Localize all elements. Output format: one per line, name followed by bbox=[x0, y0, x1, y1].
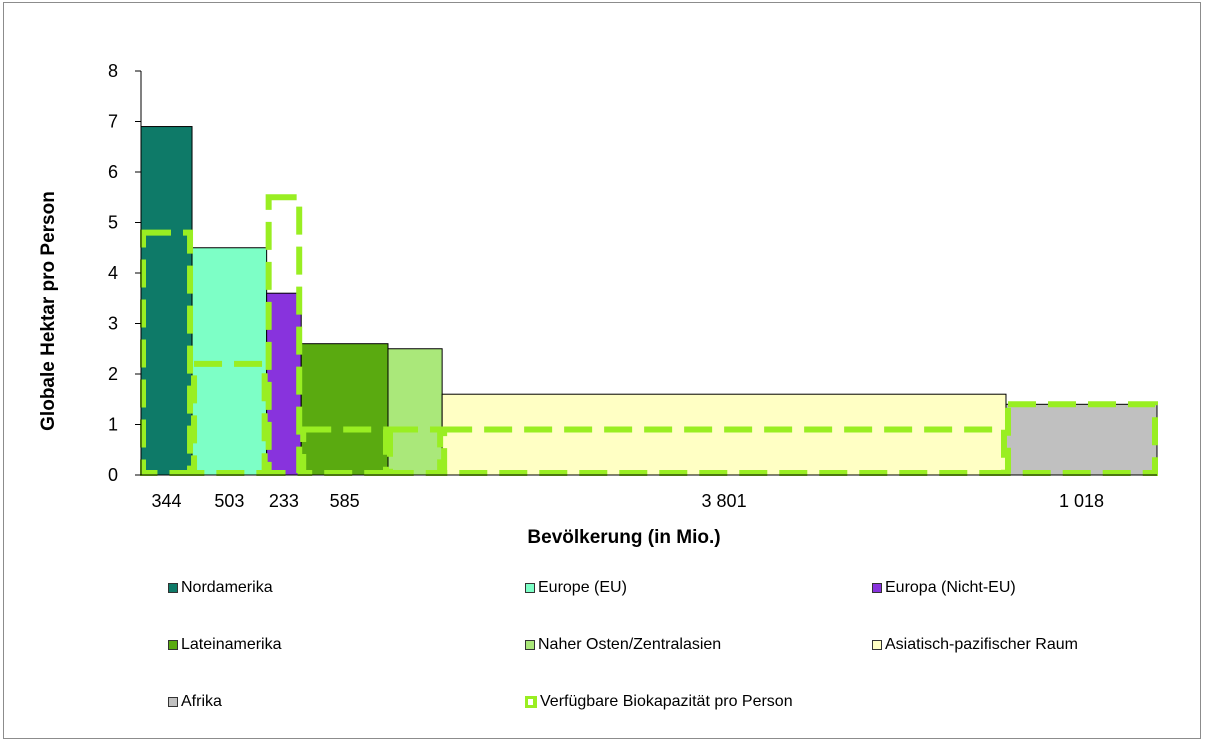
legend-swatch-3 bbox=[168, 640, 178, 650]
legend-item-1: Europe (EU) bbox=[525, 579, 627, 597]
legend-swatch-4 bbox=[525, 640, 535, 650]
biocapacity-box-2 bbox=[265, 194, 303, 476]
legend-item-4: Naher Osten/Zentralasien bbox=[525, 636, 721, 654]
bar-3 bbox=[300, 343, 389, 476]
legend-item-0: Nordamerika bbox=[168, 579, 273, 597]
legend-label-2: Europa (Nicht-EU) bbox=[885, 579, 1016, 596]
legend-swatch-6 bbox=[168, 697, 178, 707]
legend-item-7: Verfügbare Biokapazität pro Person bbox=[525, 693, 793, 711]
bar-4 bbox=[387, 348, 443, 476]
legend-swatch-7 bbox=[525, 696, 537, 708]
y-tick-label-6: 6 bbox=[108, 162, 118, 182]
legend-item-6: Afrika bbox=[168, 693, 222, 711]
legend-label-7: Verfügbare Biokapazität pro Person bbox=[540, 693, 793, 710]
y-tick-label-1: 1 bbox=[108, 415, 118, 435]
biocapacity-box-0 bbox=[140, 229, 194, 476]
legend-label-5: Asiatisch-pazifischer Raum bbox=[885, 636, 1078, 653]
legend-swatch-2 bbox=[872, 583, 882, 593]
legend-swatch-5 bbox=[872, 640, 882, 650]
biocapacity-box-3 bbox=[300, 426, 389, 476]
bar-6 bbox=[1005, 403, 1158, 476]
biocapacity-box-5 bbox=[441, 426, 1007, 476]
y-axis-title: Globale Hektar pro Person bbox=[38, 191, 59, 431]
biocapacity-group bbox=[140, 194, 1158, 476]
legend-label-6: Afrika bbox=[181, 693, 222, 710]
y-tick-label-5: 5 bbox=[108, 213, 118, 233]
biocapacity-box-4 bbox=[386, 426, 444, 476]
chart-svg: 344 503 233 585 3 801 1 018 0 1 2 3 4 5 6 7 8 Bevölker… bbox=[38, 61, 1158, 548]
y-tick-label-7: 7 bbox=[108, 112, 118, 132]
x-tick-label-5: 3 801 bbox=[702, 491, 747, 511]
x-tick-label-2: 233 bbox=[269, 491, 299, 511]
bar-5 bbox=[441, 393, 1007, 476]
legend-label-4: Naher Osten/Zentralasien bbox=[538, 636, 722, 653]
x-tick-label-3: 585 bbox=[330, 491, 360, 511]
chart-frame: 344 503 233 585 3 801 1 018 0 1 2 3 4 5 6 7 8 Bevölker… bbox=[3, 2, 1201, 739]
bars-group bbox=[140, 126, 1158, 476]
y-tick-label-0: 0 bbox=[108, 465, 118, 485]
y-tick-label-8: 8 bbox=[108, 61, 118, 81]
x-tick-label-1: 503 bbox=[214, 491, 244, 511]
legend-label-1: Europe (EU) bbox=[538, 579, 627, 596]
bar-2 bbox=[266, 292, 302, 476]
x-tick-label-6: 1 018 bbox=[1059, 491, 1104, 511]
x-axis-title: Bevölkerung (in Mio.) bbox=[527, 527, 720, 548]
biocapacity-box-6 bbox=[1004, 401, 1158, 476]
legend-label-0: Nordamerika bbox=[181, 579, 273, 596]
y-tick-label-2: 2 bbox=[108, 364, 118, 384]
x-tick-label-0: 344 bbox=[151, 491, 181, 511]
legend-swatch-1 bbox=[525, 583, 535, 593]
bar-0 bbox=[140, 126, 193, 476]
y-tick-label-4: 4 bbox=[108, 263, 118, 283]
legend-item-2: Europa (Nicht-EU) bbox=[872, 579, 1016, 597]
legend-item-3: Lateinamerika bbox=[168, 636, 282, 654]
legend-item-5: Asiatisch-pazifischer Raum bbox=[872, 636, 1078, 654]
legend-swatch-0 bbox=[168, 583, 178, 593]
axes-group: 344 503 233 585 3 801 1 018 0 1 2 3 4 5 6 7 8 bbox=[108, 61, 1157, 511]
y-tick-label-3: 3 bbox=[108, 314, 118, 334]
legend-label-3: Lateinamerika bbox=[181, 636, 282, 653]
biocapacity-box-1 bbox=[191, 360, 268, 476]
